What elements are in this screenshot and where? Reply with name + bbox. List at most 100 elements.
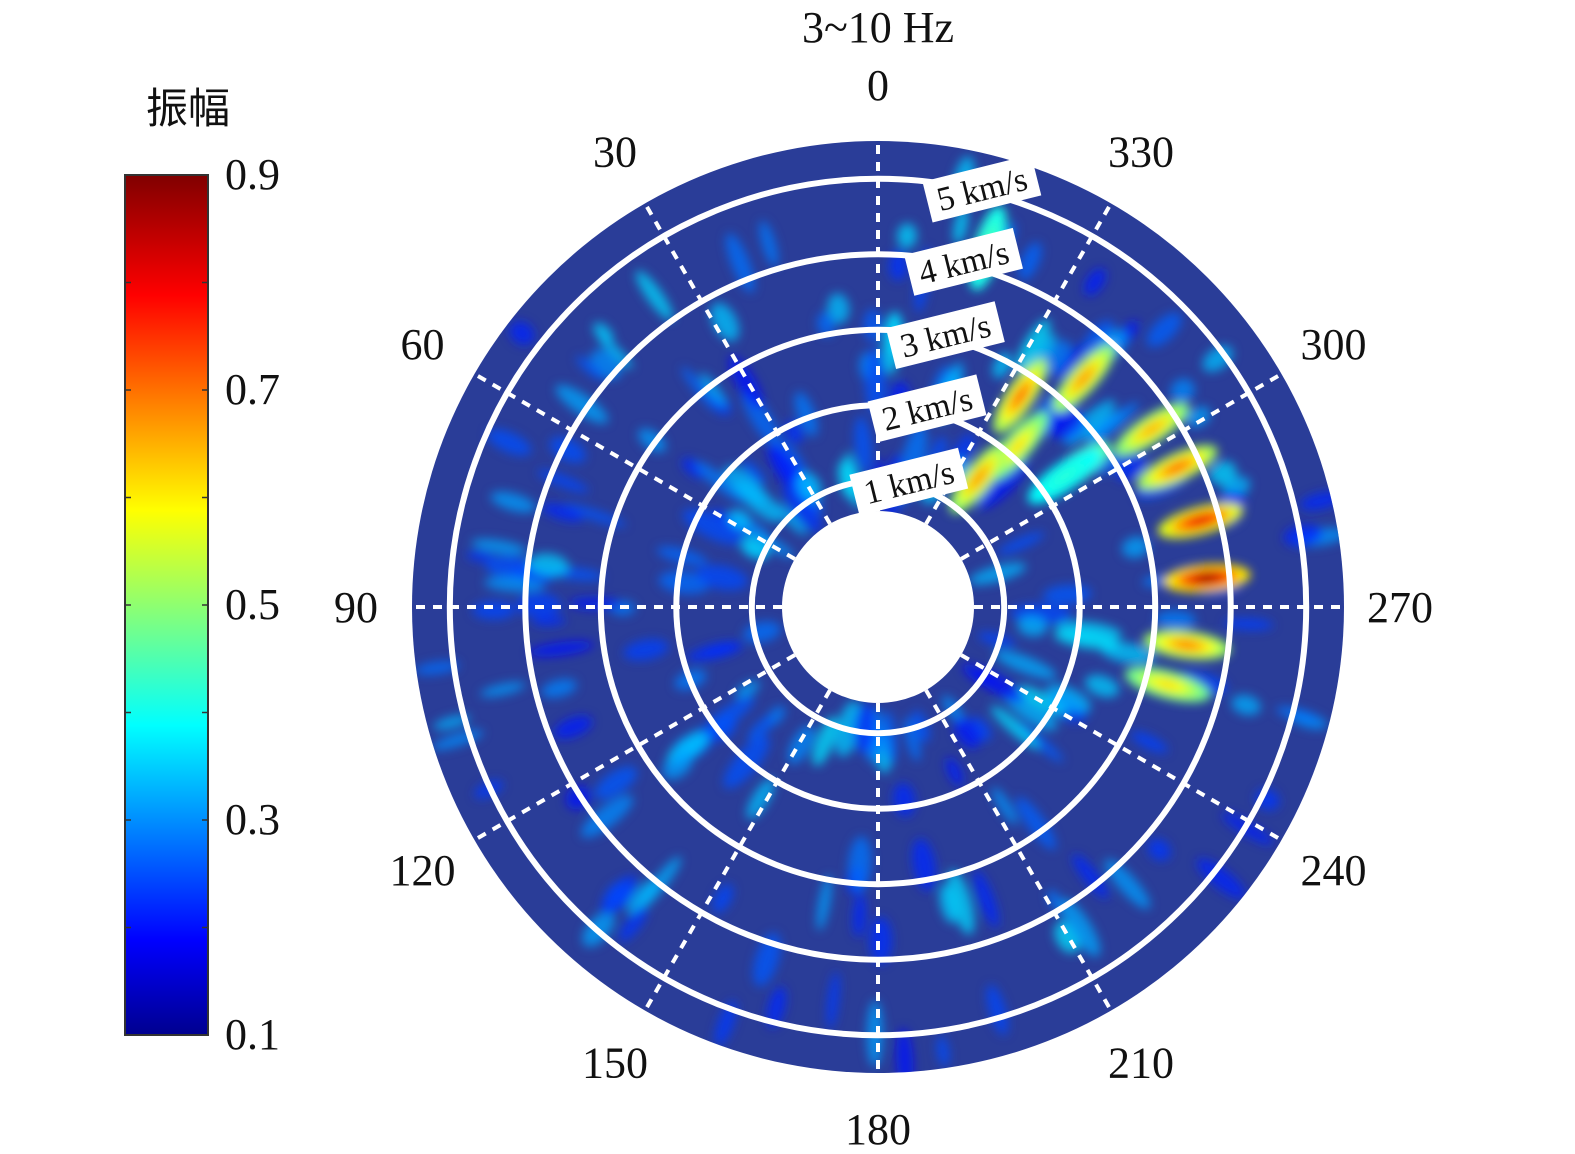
amplitude-speckle xyxy=(1055,343,1086,380)
colorbar-tick-label: 0.3 xyxy=(225,795,280,844)
amplitude-speckle xyxy=(735,680,760,699)
azimuth-spoke xyxy=(960,370,1286,561)
amplitude-speckle xyxy=(766,986,787,1028)
amplitude-speckle xyxy=(541,503,584,522)
amplitude-speckle xyxy=(1081,320,1115,358)
amplitude-speckle xyxy=(826,971,840,1030)
amplitude-speckle xyxy=(1053,630,1121,650)
amplitude-speckle xyxy=(896,1028,914,1073)
amplitude-speckle xyxy=(746,778,775,820)
azimuth-spokes xyxy=(408,137,1348,1077)
amplitude-speckle xyxy=(848,836,872,893)
amplitude-speckle xyxy=(1104,859,1151,909)
velocity-ring-label-box xyxy=(867,374,987,443)
velocity-ring xyxy=(597,326,1159,888)
amplitude-speckle xyxy=(687,642,738,662)
amplitude-speckle xyxy=(541,679,577,698)
amplitude-speckle xyxy=(936,1035,950,1067)
amplitude-speckle xyxy=(1016,797,1057,850)
amplitude-speckle xyxy=(1093,452,1124,475)
amplitude-speckle xyxy=(1064,419,1090,443)
amplitude-speckle xyxy=(853,703,876,754)
amplitude-hotspot xyxy=(1168,462,1187,473)
azimuth-labels: 0 30 60 90 120 150 180 210 240 270 300 330 xyxy=(334,61,1433,1154)
amplitude-hotspot xyxy=(1143,423,1161,436)
amplitude-speckle xyxy=(635,270,674,321)
amplitude-speckle xyxy=(487,429,532,456)
velocity-ring-label-box xyxy=(922,154,1042,223)
amplitude-speckle xyxy=(1223,618,1274,631)
amplitude-speckle xyxy=(986,984,1009,1036)
azimuth-label: 120 xyxy=(390,846,456,895)
colorbar-gradient xyxy=(124,174,209,1036)
azimuth-label: 180 xyxy=(845,1105,911,1154)
amplitude-speckle xyxy=(1018,242,1042,280)
amplitude-hotspot xyxy=(1056,469,1074,483)
amplitude-speckle xyxy=(992,787,1018,825)
amplitude-speckle xyxy=(553,715,593,739)
amplitude-speckle xyxy=(1231,694,1261,716)
amplitude-speckle xyxy=(1015,319,1051,373)
amplitude-speckle xyxy=(623,639,669,661)
colorbar-tick-label: 0.5 xyxy=(225,580,280,629)
amplitude-speckle xyxy=(695,564,748,591)
amplitude-speckle xyxy=(954,717,981,749)
azimuth-label: 210 xyxy=(1108,1039,1174,1088)
amplitude-speckle xyxy=(1084,268,1106,296)
amplitude-speckle xyxy=(699,372,727,407)
center-hole xyxy=(782,511,974,703)
azimuth-label: 30 xyxy=(593,128,637,177)
azimuth-spoke xyxy=(470,370,796,561)
amplitude-speckle xyxy=(466,550,495,562)
amplitude-speckle xyxy=(627,879,658,915)
amplitude-speckle xyxy=(794,391,818,437)
amplitude-speckle xyxy=(1146,312,1182,347)
amplitude-speckle xyxy=(594,766,638,800)
amplitude-speckle xyxy=(945,757,964,786)
amplitude-speckle xyxy=(1121,536,1150,558)
amplitude-speckle xyxy=(681,457,707,479)
amplitude-speckle xyxy=(817,311,835,337)
amplitude-speckle xyxy=(618,906,648,942)
amplitude-speckle xyxy=(723,465,767,506)
amplitude-speckle xyxy=(742,459,766,485)
amplitude-speckle xyxy=(1046,684,1091,713)
amplitude-speckle xyxy=(638,428,667,453)
amplitude-speckle xyxy=(593,322,614,343)
amplitude-speckle xyxy=(816,875,832,931)
polar-plot: 1 km/s2 km/s3 km/s4 km/s5 km/s 030609012… xyxy=(334,61,1433,1154)
amplitude-speckle xyxy=(973,870,999,928)
amplitude-speckle xyxy=(1060,898,1101,957)
amplitude-speckle xyxy=(1042,340,1071,375)
amplitude-speckle xyxy=(1147,838,1171,861)
amplitude-speckle xyxy=(869,916,893,965)
amplitude-speckle xyxy=(528,640,594,657)
azimuth-label: 60 xyxy=(401,320,445,369)
azimuth-label: 0 xyxy=(867,61,889,110)
amplitude-speckle xyxy=(997,532,1045,555)
amplitude-hotspot xyxy=(1014,387,1027,405)
chart-title: 3~10 Hz xyxy=(802,3,954,52)
amplitude-speckle xyxy=(1086,402,1139,445)
amplitude-hotspot xyxy=(1191,516,1210,525)
amplitude-speckle xyxy=(532,615,566,627)
amplitude-speckle xyxy=(812,716,838,766)
azimuth-label: 330 xyxy=(1108,128,1174,177)
azimuth-spoke xyxy=(924,199,1115,525)
amplitude-speckle xyxy=(827,293,850,324)
azimuth-spoke xyxy=(924,689,1115,1015)
azimuth-label: 270 xyxy=(1367,583,1433,632)
amplitude-speckle xyxy=(953,207,969,245)
velocity-ring-label-box xyxy=(904,227,1023,296)
amplitude-speckle xyxy=(1196,858,1246,899)
amplitude-speckle xyxy=(1131,731,1168,754)
amplitude-speckle xyxy=(414,661,460,675)
amplitude-speckle xyxy=(604,881,632,911)
azimuth-spoke xyxy=(470,653,796,844)
amplitude-speckle xyxy=(747,715,774,743)
azimuth-label: 240 xyxy=(1301,846,1367,895)
amplitude-speckle xyxy=(994,650,1057,680)
amplitude-speckle xyxy=(977,458,1028,509)
amplitude-speckle xyxy=(947,869,975,935)
